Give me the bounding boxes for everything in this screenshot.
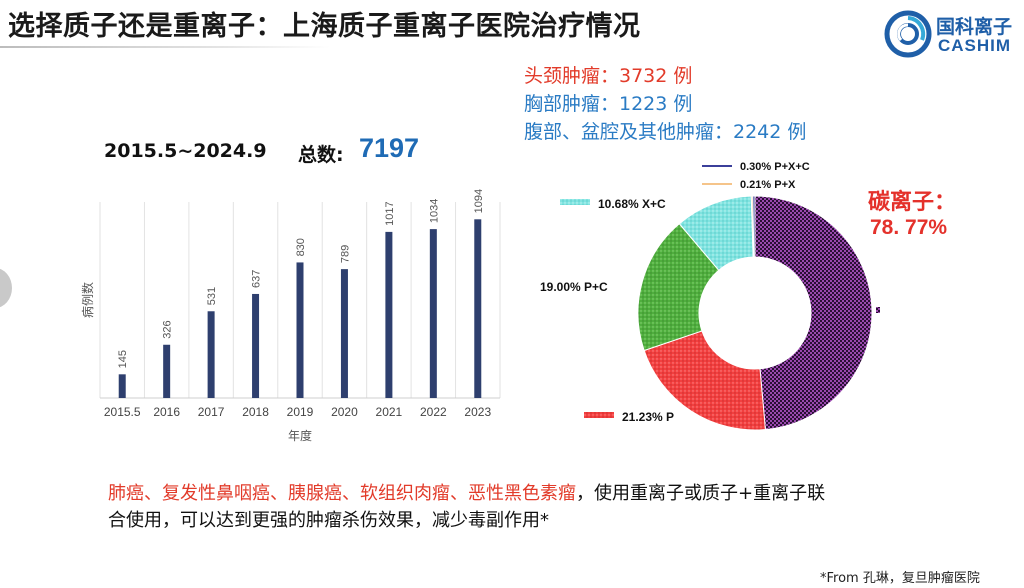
y-axis-title: 病例数: [80, 282, 95, 318]
bar-2017: [207, 311, 215, 398]
donut-slice-C: [754, 195, 873, 431]
cashim-logo-icon: [884, 10, 932, 58]
carbon-value: 78. 77%: [870, 216, 948, 239]
x-tick-label: 2020: [331, 405, 358, 419]
source-note: *From 孔琳，复旦肿瘤医院: [820, 571, 980, 586]
bar-2023: [474, 219, 482, 398]
x-tick-label: 2018: [242, 405, 269, 419]
legend-key-P-X-C: [702, 165, 732, 167]
logo-name-en: CASHIM: [938, 36, 1012, 55]
x-tick-label: 2023: [464, 405, 491, 419]
donut-label-P-X: 0.21% P+X: [740, 179, 796, 191]
bar-value-label: 531: [206, 287, 218, 305]
x-axis-title: 年度: [288, 428, 312, 443]
side-panel-handle[interactable]: [0, 268, 12, 308]
donut-label-X-C: 10.68% X+C: [598, 197, 666, 211]
period-label: 2015.5~2024.9: [104, 140, 267, 162]
bar-value-label: 789: [339, 245, 351, 263]
tumor-stats: 头颈肿瘤：3732 例 胸部肿瘤：1223 例 腹部、盆腔及其他肿瘤：2242 …: [524, 62, 806, 146]
bar-2019: [296, 262, 304, 398]
note-rest-line1: ，使用重离子或质子+重离子联: [576, 483, 826, 504]
donut-label-P-C: 19.00% P+C: [540, 280, 608, 294]
bar-value-label: 1094: [473, 189, 485, 213]
donut-chart: 48.58% C21.23% P19.00% P+C10.68% X+C0.21…: [540, 161, 880, 431]
logo-name-cn: 国科离子: [936, 16, 1013, 38]
bar-2015.5: [118, 374, 126, 398]
legend-key-P-X: [702, 183, 732, 185]
legend-key-X-C: [560, 199, 590, 205]
carbon-label: 碳离子：: [868, 190, 957, 215]
stat-abdomen-pelvis: 腹部、盆腔及其他肿瘤：2242 例: [524, 121, 807, 143]
x-tick-label: 2019: [287, 405, 314, 419]
donut-label-P: 21.23% P: [622, 410, 674, 424]
stat-head-neck: 头颈肿瘤：3732 例: [524, 65, 693, 87]
title-underline: [0, 46, 330, 48]
bar-value-label: 1034: [428, 199, 440, 223]
x-tick-label: 2016: [153, 405, 180, 419]
donut-label-P-X-C: 0.30% P+X+C: [740, 161, 810, 173]
bar-2018: [252, 293, 260, 398]
bar-value-label: 326: [162, 320, 174, 338]
bar-2016: [163, 344, 171, 398]
x-tick-label: 2017: [198, 405, 225, 419]
bar-2020: [340, 269, 348, 398]
bar-chart: 145 2015.5 326 2016 531 2017 637 2018 830 2019 789…: [80, 189, 501, 443]
donut-slice-P-X-C: [752, 195, 756, 258]
bar-2021: [385, 231, 393, 398]
note-red-part: 肺癌、复发性鼻咽癌、胰腺癌、软组织肉瘤、恶性黑色素瘤: [108, 483, 576, 504]
stat-chest: 胸部肿瘤：1223 例: [524, 93, 693, 115]
note-text: 肺癌、复发性鼻咽癌、胰腺癌、软组织肉瘤、恶性黑色素瘤，使用重离子或质子+重离子联…: [108, 480, 948, 534]
legend-key-C: [876, 307, 880, 313]
donut-slice-P-C: [637, 223, 720, 352]
legend-key-P: [584, 412, 614, 418]
total-value: 7197: [359, 133, 420, 163]
bar-value-label: 830: [295, 238, 307, 256]
x-tick-label: 2015.5: [104, 405, 141, 419]
note-line2: 合使用，可以达到更强的肿瘤杀伤效果，减少毒副作用*: [108, 510, 549, 531]
total-label: 总数:: [298, 144, 344, 166]
x-tick-label: 2021: [376, 405, 403, 419]
x-tick-label: 2022: [420, 405, 447, 419]
bar-2022: [429, 229, 437, 398]
donut-slice-P: [643, 330, 766, 431]
page-title: 选择质子还是重离子：上海质子重离子医院治疗情况: [8, 11, 641, 42]
bar-value-label: 637: [251, 270, 263, 288]
bar-value-label: 145: [117, 350, 129, 368]
bar-value-label: 1017: [384, 201, 396, 225]
